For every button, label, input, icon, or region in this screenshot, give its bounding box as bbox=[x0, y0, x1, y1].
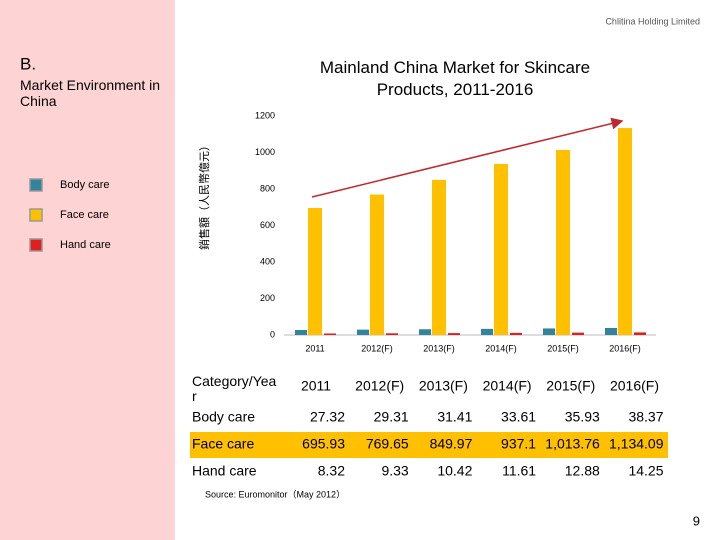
x-tick-label: 2011 bbox=[305, 343, 324, 353]
table-cell: 14.25 bbox=[628, 463, 663, 479]
table-cell: 8.32 bbox=[318, 463, 345, 479]
table-cell: 1,134.09 bbox=[609, 436, 664, 452]
bar bbox=[543, 328, 555, 335]
bar bbox=[605, 327, 617, 335]
legend-label: Face care bbox=[60, 209, 109, 221]
subtitle-box: Market Environment in China bbox=[20, 77, 161, 109]
x-tick-label: 2013(F) bbox=[423, 343, 455, 353]
y-tick-label: 800 bbox=[260, 183, 275, 193]
x-tick-label: 2016(F) bbox=[609, 343, 641, 353]
table-cell: 10.42 bbox=[437, 463, 472, 479]
table-cell: 35.93 bbox=[565, 409, 600, 425]
table-cell: 695.93 bbox=[302, 436, 345, 452]
company-name: Chlitina Holding Limited bbox=[605, 16, 700, 26]
bar bbox=[618, 128, 632, 335]
y-tick-label: 1200 bbox=[255, 110, 275, 120]
bar bbox=[419, 329, 431, 335]
table-header: 2015(F) bbox=[546, 378, 595, 394]
bar bbox=[556, 149, 570, 335]
y-tick-label: 200 bbox=[260, 293, 275, 303]
table-header: 2016(F) bbox=[610, 378, 659, 394]
table-row-label: Hand care bbox=[192, 463, 257, 479]
bar bbox=[386, 333, 398, 335]
bar bbox=[494, 163, 508, 335]
x-tick-label: 2015(F) bbox=[547, 343, 579, 353]
table-header: 2013(F) bbox=[419, 378, 468, 394]
table-cell: 1,013.76 bbox=[545, 436, 600, 452]
table-header: 2012(F) bbox=[355, 378, 404, 394]
legend-swatch bbox=[29, 208, 43, 222]
y-tick-label: 400 bbox=[260, 256, 275, 266]
table-cell: 38.37 bbox=[628, 409, 663, 425]
bar bbox=[370, 194, 384, 335]
table-header: 2014(F) bbox=[483, 378, 532, 394]
bar bbox=[572, 332, 584, 335]
trend-arrow bbox=[311, 117, 624, 198]
bar bbox=[432, 179, 446, 335]
bar bbox=[295, 330, 307, 335]
legend-swatch bbox=[29, 178, 43, 192]
y-tick-label: 600 bbox=[260, 220, 275, 230]
legend-swatch bbox=[29, 238, 43, 252]
table-header: 2011 bbox=[301, 378, 331, 394]
table-cell: 29.31 bbox=[374, 409, 409, 425]
y-axis-title: 銷售額（人民幣億元） bbox=[197, 140, 211, 250]
table-cell: 937.1 bbox=[501, 436, 536, 452]
source-note: Source: Euromonitor（May 2012） bbox=[205, 489, 345, 499]
chart-title: Mainland China Market for Skincare Produ… bbox=[319, 58, 591, 99]
bar bbox=[510, 332, 522, 335]
table-cell: 33.61 bbox=[501, 409, 536, 425]
table-cell: 12.88 bbox=[565, 463, 600, 479]
legend-label: Hand care bbox=[60, 239, 111, 251]
y-tick-label: 0 bbox=[270, 329, 275, 339]
table-cell: 9.33 bbox=[381, 463, 408, 479]
side-panel bbox=[0, 0, 175, 540]
table-cell: 31.41 bbox=[437, 409, 472, 425]
legend-label: Body care bbox=[60, 179, 110, 191]
x-tick-label: 2012(F) bbox=[361, 343, 393, 353]
table-row-label: Face care bbox=[192, 436, 254, 452]
section-label: B. bbox=[20, 54, 36, 73]
bar bbox=[448, 333, 460, 335]
page-number: 9 bbox=[693, 513, 700, 528]
table-cell: 11.61 bbox=[502, 463, 536, 479]
table-row-label: Body care bbox=[192, 409, 255, 425]
table-cell: 27.32 bbox=[310, 409, 345, 425]
bar bbox=[357, 329, 369, 335]
chart-title-box: Mainland China Market for Skincare Produ… bbox=[319, 58, 591, 99]
table-corner-box: Category/Year bbox=[192, 374, 277, 404]
y-tick-label: 1000 bbox=[255, 147, 275, 157]
highlight-row bbox=[190, 432, 668, 458]
table-cell: 769.65 bbox=[366, 436, 409, 452]
subtitle: Market Environment in China bbox=[20, 77, 161, 109]
bar bbox=[308, 207, 322, 335]
bar bbox=[481, 328, 493, 335]
bar bbox=[324, 333, 336, 335]
table-corner: Category/Year bbox=[192, 374, 277, 404]
x-tick-label: 2014(F) bbox=[485, 343, 517, 353]
table-cell: 849.97 bbox=[430, 436, 473, 452]
bar bbox=[634, 332, 646, 335]
